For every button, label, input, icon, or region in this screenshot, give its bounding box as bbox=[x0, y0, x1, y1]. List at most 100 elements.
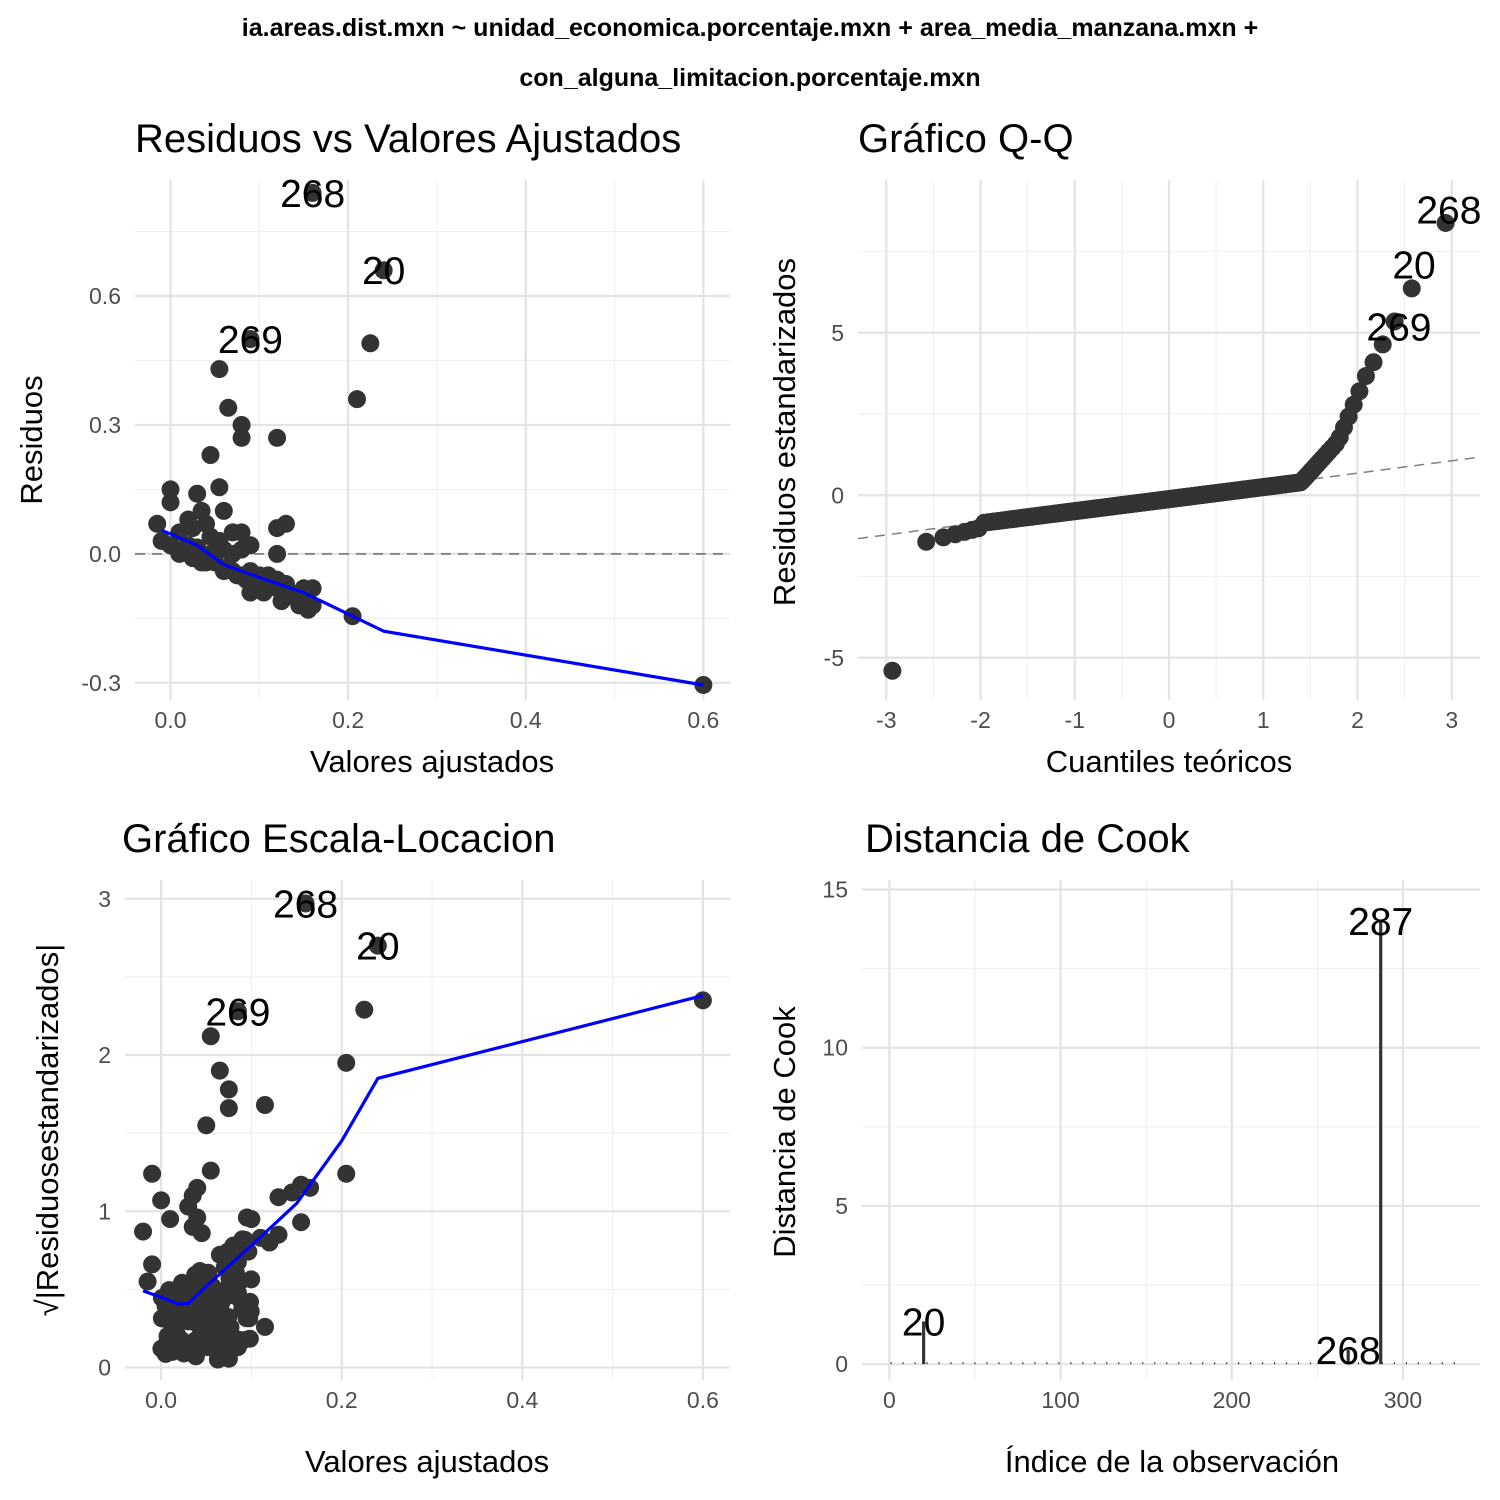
data-point bbox=[255, 1096, 274, 1114]
data-point bbox=[233, 1300, 252, 1319]
data-point bbox=[1350, 382, 1369, 401]
data-point bbox=[234, 1331, 253, 1350]
data-point bbox=[210, 1061, 229, 1080]
data-point bbox=[138, 1272, 157, 1291]
y-tick-label: 3 bbox=[98, 886, 111, 912]
x-tick-label: 2 bbox=[1351, 707, 1364, 733]
panel-title: Gráfico Escala-Locacion bbox=[122, 817, 556, 861]
y-tick-label: 0 bbox=[98, 1355, 111, 1381]
data-point bbox=[232, 415, 251, 434]
y-tick-label: 0.6 bbox=[89, 283, 121, 309]
point-label: 269 bbox=[218, 319, 283, 362]
data-point bbox=[337, 1164, 356, 1183]
panel-qq-plot: -3 -2 -1 0 1 2 3 -5 0 5 Gráfico Q-Q Cuantiles teóri… bbox=[767, 117, 1481, 779]
x-tick-label: 0.4 bbox=[510, 707, 542, 733]
data-point bbox=[191, 1339, 210, 1358]
data-point bbox=[303, 596, 322, 615]
panel-title: Gráfico Q-Q bbox=[858, 117, 1074, 161]
data-point bbox=[219, 1080, 238, 1099]
data-point bbox=[214, 501, 233, 520]
y-tick-label: 1 bbox=[98, 1198, 111, 1224]
y-tick-label: 0.0 bbox=[89, 541, 121, 567]
data-point bbox=[188, 484, 207, 503]
data-point bbox=[242, 1210, 261, 1229]
data-point bbox=[228, 1002, 247, 1021]
x-tick-label: 300 bbox=[1384, 1387, 1422, 1413]
x-axis-title: Valores ajustados bbox=[305, 1444, 549, 1479]
y-tick-label: 2 bbox=[98, 1042, 111, 1068]
data-point bbox=[134, 1222, 153, 1241]
data-point bbox=[175, 1305, 194, 1324]
y-axis-title: Residuos bbox=[14, 375, 49, 504]
point-label: 20 bbox=[1392, 245, 1435, 288]
data-point bbox=[220, 1269, 239, 1288]
x-axis-title: Índice de la observación bbox=[1005, 1444, 1339, 1479]
data-point bbox=[176, 1343, 195, 1362]
y-tick-label: 0.3 bbox=[89, 412, 121, 438]
data-point bbox=[693, 991, 712, 1010]
point-label: 268 bbox=[1416, 189, 1481, 232]
smooth-line bbox=[142, 994, 704, 1306]
data-point bbox=[216, 1285, 235, 1304]
x-tick-label: 0.0 bbox=[155, 707, 187, 733]
data-point bbox=[1385, 312, 1404, 331]
data-point bbox=[188, 1208, 207, 1227]
point-label: 20 bbox=[356, 926, 399, 969]
data-point bbox=[361, 334, 380, 353]
data-point bbox=[1373, 335, 1392, 354]
x-tick-label: 1 bbox=[1257, 707, 1270, 733]
data-point bbox=[232, 523, 251, 542]
x-tick-label: 0.4 bbox=[506, 1387, 538, 1413]
x-tick-label: 0.2 bbox=[332, 707, 364, 733]
data-point bbox=[290, 596, 309, 615]
x-tick-label: 0 bbox=[883, 1387, 896, 1413]
data-point bbox=[159, 1338, 178, 1357]
data-point bbox=[148, 514, 167, 533]
data-point bbox=[232, 428, 251, 447]
data-point bbox=[152, 1191, 171, 1210]
data-point bbox=[368, 936, 387, 955]
data-point bbox=[190, 1262, 209, 1281]
panel-residuals-vs-fitted: 0.0 0.2 0.4 0.6 -0.3 0.0 0.3 0.6 Residuos vs Val… bbox=[14, 117, 730, 779]
x-tick-label: -1 bbox=[1065, 707, 1085, 733]
y-axis-title: √|Residuosestandarizados| bbox=[30, 944, 65, 1317]
data-point bbox=[917, 532, 936, 551]
y-tick-label: -5 bbox=[824, 645, 844, 671]
data-point bbox=[269, 1225, 288, 1244]
data-point bbox=[1356, 367, 1375, 386]
data-point bbox=[210, 478, 229, 497]
data-point bbox=[194, 1308, 213, 1327]
x-tick-label: 0.6 bbox=[687, 1387, 719, 1413]
data-point bbox=[161, 493, 180, 512]
x-tick-label: 200 bbox=[1213, 1387, 1251, 1413]
data-point bbox=[292, 1213, 311, 1232]
data-point bbox=[190, 1278, 209, 1297]
x-tick-label: 3 bbox=[1445, 707, 1458, 733]
data-point bbox=[235, 1230, 254, 1249]
data-point bbox=[219, 398, 238, 417]
y-tick-label: 0 bbox=[831, 482, 844, 508]
data-point bbox=[143, 1255, 162, 1274]
point-label: 20 bbox=[902, 1301, 945, 1344]
data-point bbox=[219, 1099, 238, 1118]
data-point bbox=[161, 1210, 180, 1229]
point-label: 269 bbox=[1366, 306, 1431, 349]
y-tick-label: 10 bbox=[822, 1035, 848, 1061]
panel-title: Residuos vs Valores Ajustados bbox=[135, 117, 681, 161]
x-tick-label: 100 bbox=[1041, 1387, 1079, 1413]
x-tick-label: 0.6 bbox=[687, 707, 719, 733]
point-label: 20 bbox=[362, 250, 405, 293]
data-point bbox=[174, 540, 193, 559]
data-point bbox=[143, 1164, 162, 1183]
data-point bbox=[201, 1161, 220, 1180]
data-point bbox=[241, 583, 260, 602]
figure-title-line-2: con_alguna_limitacion.porcentaje.mxn bbox=[519, 64, 980, 92]
smooth-line bbox=[160, 528, 704, 687]
data-point bbox=[183, 519, 202, 538]
data-point bbox=[222, 1241, 241, 1260]
point-label: 268 bbox=[280, 173, 345, 216]
data-point bbox=[1402, 279, 1421, 298]
data-point bbox=[241, 330, 260, 349]
x-tick-label: 0.0 bbox=[145, 1387, 177, 1413]
